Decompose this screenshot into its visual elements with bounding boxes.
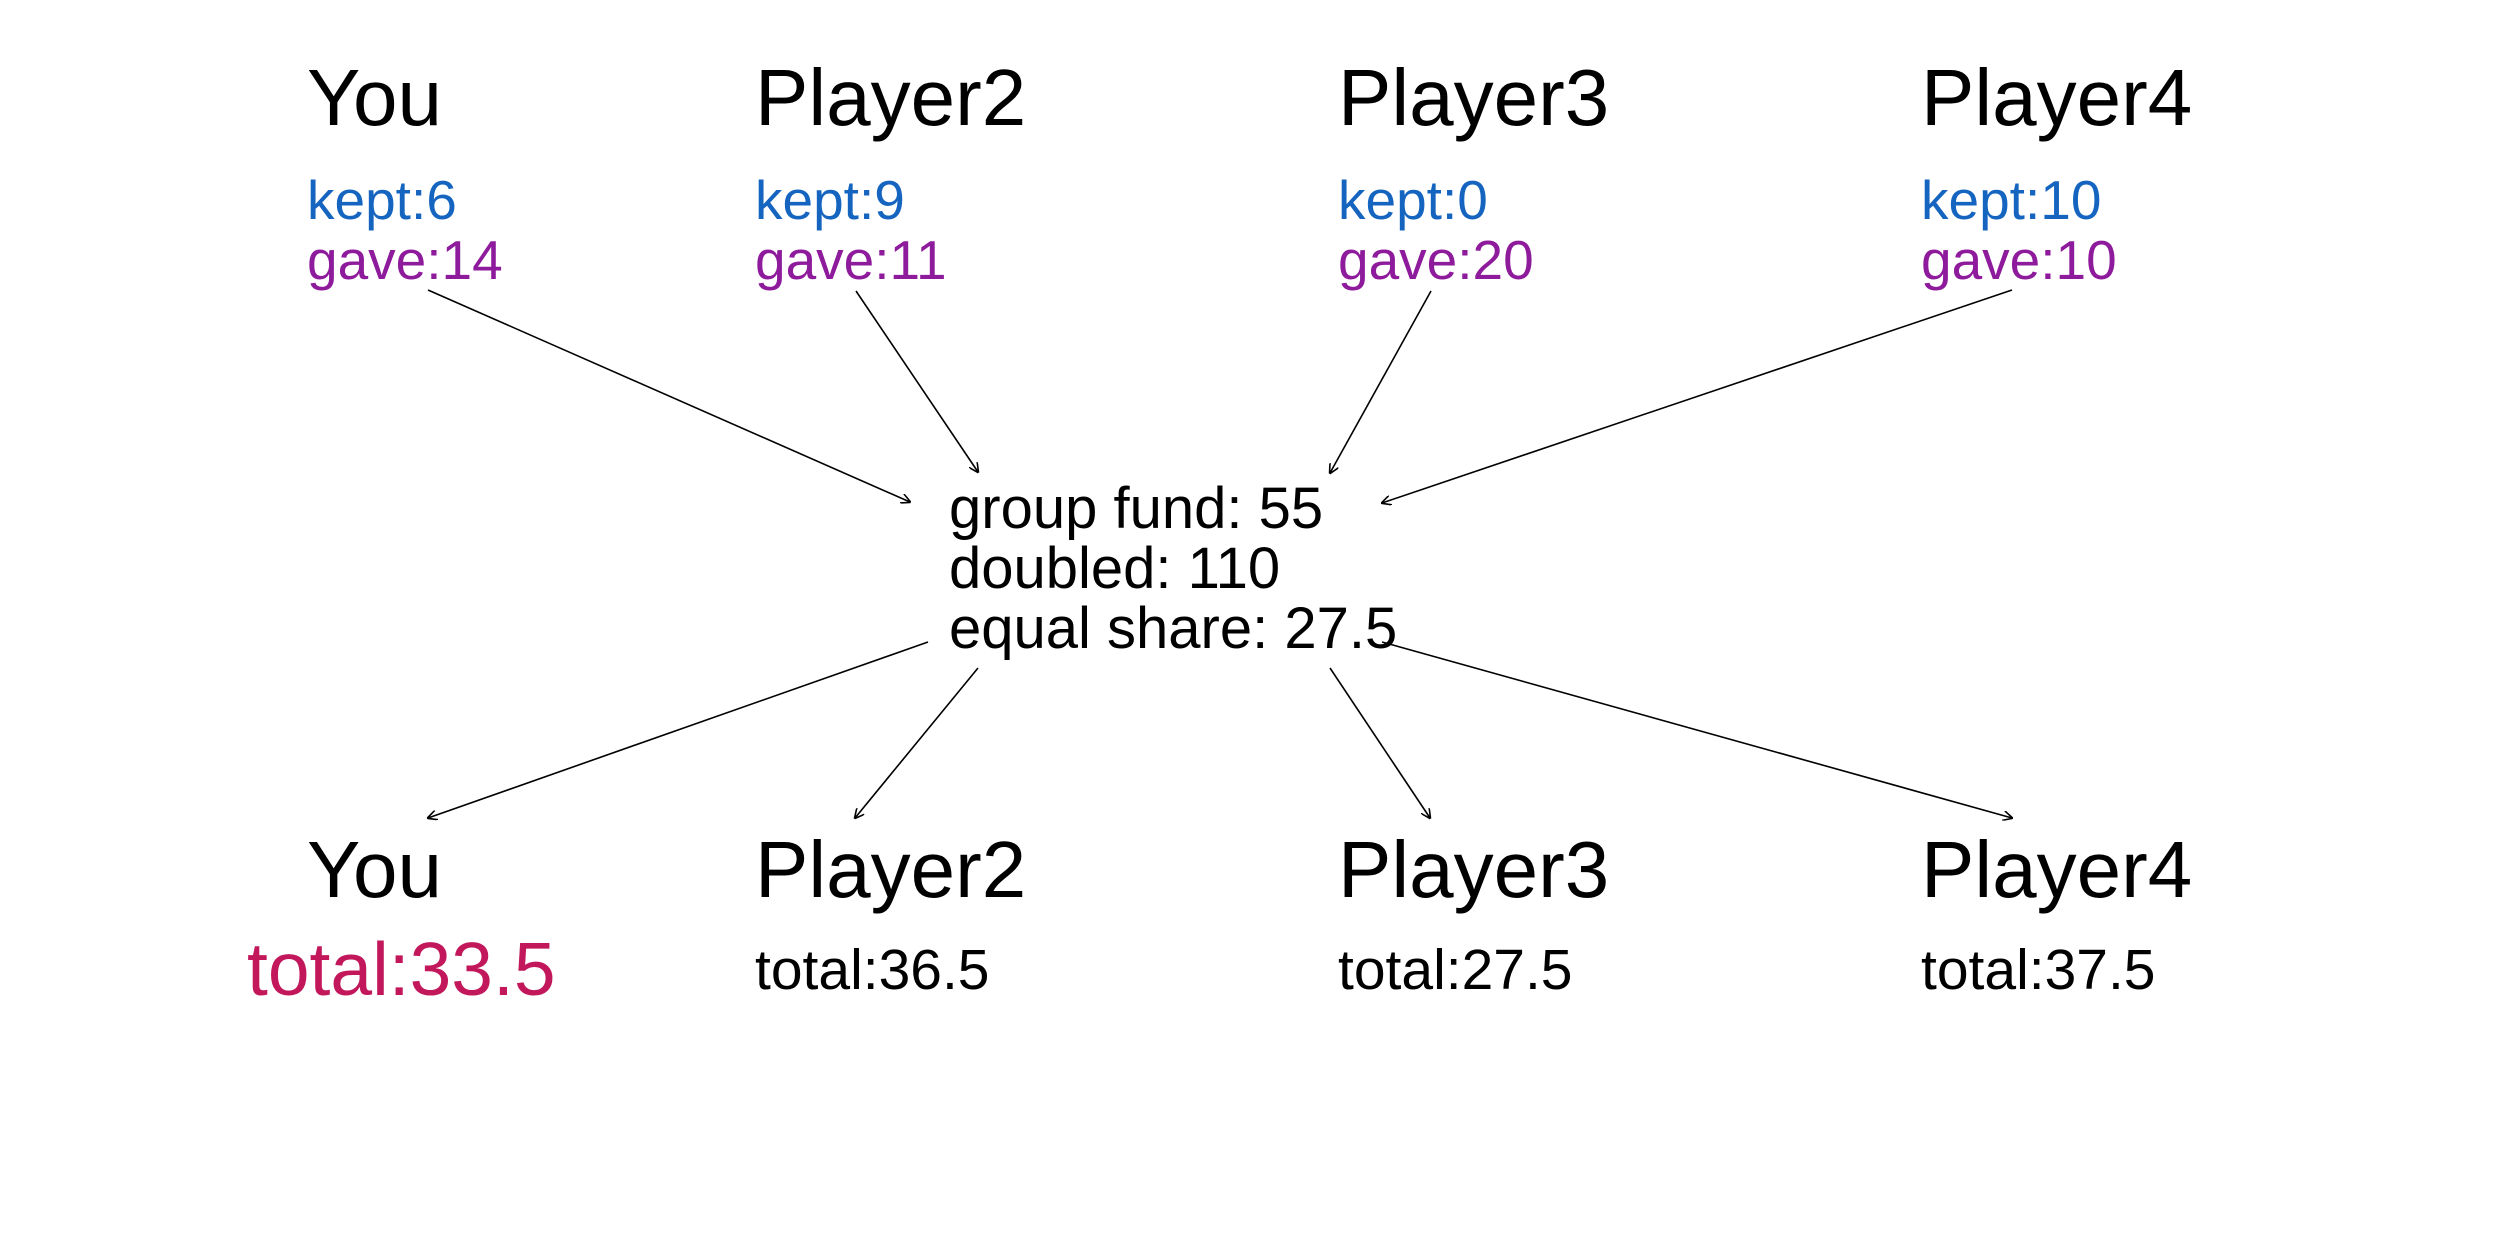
arrow-player4-to-fund (1382, 289, 2013, 503)
arrow-fund-to-player2 (855, 667, 979, 818)
total-value-player4: total:37.5 (1921, 938, 2156, 1002)
result-name-player3: Player3 (1338, 825, 1610, 914)
result-name-player4: Player4 (1921, 825, 2193, 914)
doubled-value: doubled: 110 (949, 536, 1281, 601)
arrow-fund-to-you (428, 641, 929, 818)
player-name-player4: Player4 (1921, 53, 2193, 142)
kept-value-player3: kept:0 (1338, 169, 1488, 231)
player-name-you: You (307, 53, 442, 142)
gave-value-you: gave:14 (307, 229, 503, 291)
arrow-fund-to-player4 (1381, 641, 2012, 818)
gave-value-player3: gave:20 (1338, 229, 1534, 291)
gave-value-player2: gave:11 (755, 229, 947, 291)
player-name-player2: Player2 (755, 53, 1027, 142)
arrow-player3-to-fund (1330, 290, 1432, 473)
group-fund-value: group fund: 55 (949, 476, 1324, 541)
total-value-player2: total:36.5 (755, 938, 990, 1002)
arrow-you-to-fund (427, 289, 910, 502)
kept-value-player2: kept:9 (755, 169, 905, 231)
equal-share-value: equal share: 27.5 (949, 596, 1398, 661)
player-name-player3: Player3 (1338, 53, 1610, 142)
kept-value-player4: kept:10 (1921, 169, 2102, 231)
kept-value-you: kept:6 (307, 169, 457, 231)
gave-value-player4: gave:10 (1921, 229, 2117, 291)
total-value-you: total:33.5 (247, 927, 556, 1011)
total-value-player3: total:27.5 (1338, 938, 1573, 1002)
result-name-you: You (307, 825, 442, 914)
arrow-player2-to-fund (855, 290, 978, 472)
arrow-fund-to-player3 (1329, 667, 1430, 818)
result-name-player2: Player2 (755, 825, 1027, 914)
